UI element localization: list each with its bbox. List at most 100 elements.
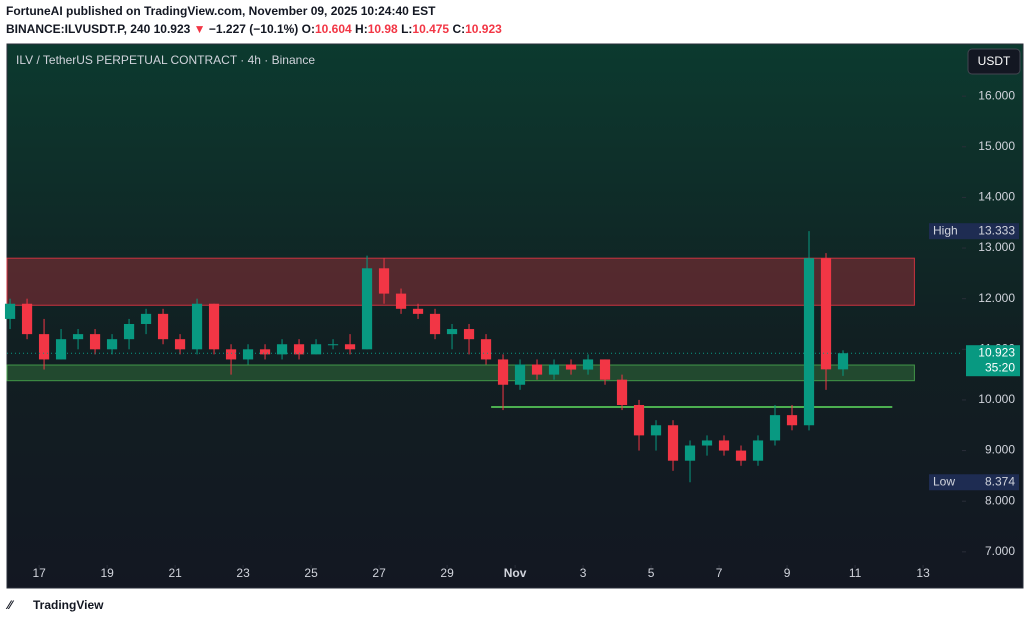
candle-body (429, 313, 441, 335)
candle-body (378, 268, 390, 294)
o-label: O: (302, 22, 315, 36)
candle-body (786, 415, 798, 426)
y-tick-label: 8.000 (985, 493, 1015, 507)
y-tick-label: 9.000 (985, 443, 1015, 457)
last-price-box (966, 345, 1020, 377)
x-tick-label: 9 (784, 566, 791, 580)
countdown: 35:20 (985, 360, 1015, 374)
currency: USDT (978, 54, 1011, 68)
candle-body (548, 364, 560, 375)
x-tick-label: 25 (304, 566, 318, 580)
x-tick-label: 19 (100, 566, 114, 580)
c-value: 10.923 (465, 22, 502, 36)
candle-body (21, 303, 33, 335)
symbol: BINANCE:ILVUSDT.P, 240 (6, 22, 151, 36)
y-tick-label: 13.000 (978, 240, 1015, 254)
candle-body (242, 349, 254, 360)
candle-body (446, 329, 458, 335)
last-price: 10.923 (154, 22, 191, 36)
candle-body (140, 313, 152, 324)
candle-body (667, 425, 679, 461)
y-tick-label: 10.000 (978, 392, 1015, 406)
currency-button[interactable] (967, 48, 1021, 75)
candle-body (55, 339, 67, 360)
candle-body (837, 353, 849, 370)
y-tick-label: 12.000 (978, 291, 1015, 305)
candle-body (191, 303, 203, 350)
y-tick-label: 16.000 (978, 88, 1015, 102)
chart-title: ILV / TetherUS PERPETUAL CONTRACT · 4h ·… (16, 53, 315, 67)
x-tick-label: 7 (716, 566, 723, 580)
candle-body (565, 364, 577, 370)
candle-body (174, 339, 186, 350)
candle-body (582, 359, 594, 370)
candle-body (820, 258, 832, 370)
arrow: ▼ (194, 22, 206, 36)
candle-body (497, 359, 509, 385)
x-tick-label: 23 (236, 566, 250, 580)
low-value: 8.374 (985, 474, 1015, 488)
change: −1.227 (−10.1%) (209, 22, 298, 36)
l-value: 10.475 (412, 22, 449, 36)
x-tick-label: 17 (32, 566, 46, 580)
candle-body (752, 440, 764, 461)
zone (6, 364, 915, 382)
candle-body (684, 445, 696, 461)
symbol-line: BINANCE:ILVUSDT.P, 240 10.923 ▼ −1.227 (… (6, 22, 502, 36)
l-label: L: (401, 22, 412, 36)
candle-body (310, 344, 322, 355)
candle-body (225, 349, 237, 360)
h-value: 10.98 (368, 22, 398, 36)
x-tick-label: 27 (372, 566, 386, 580)
candle-body (718, 440, 730, 451)
candle-body (531, 364, 543, 375)
author-line: FortuneAI published on TradingView.com, … (6, 4, 436, 18)
low-box (929, 474, 1019, 491)
candle-body (412, 308, 424, 314)
candle-body (735, 450, 747, 461)
candle-body (89, 334, 101, 350)
candle-body (480, 339, 492, 360)
candle-body (4, 303, 16, 319)
x-tick-label: 3 (580, 566, 587, 580)
candle-body (276, 344, 288, 355)
last-price-label: 10.923 (978, 345, 1015, 359)
y-tick-label: 14.000 (978, 190, 1015, 204)
high-box (929, 223, 1019, 240)
candle-body (803, 258, 815, 426)
candle-body (344, 344, 356, 350)
low-label: Low (933, 474, 955, 488)
candle-body (361, 268, 373, 350)
x-tick-label: 21 (168, 566, 182, 580)
x-tick-label: Nov (504, 566, 527, 580)
candle-body (72, 334, 84, 340)
x-tick-label: 5 (648, 566, 655, 580)
candle-body (208, 303, 220, 350)
candle-body (650, 425, 662, 436)
candle-body (157, 313, 169, 340)
chart-bg (6, 43, 1024, 589)
logo: TradingView (33, 598, 104, 612)
candle-body (38, 334, 50, 360)
candle-body (106, 339, 118, 350)
candle-body (701, 440, 713, 446)
c-label: C: (452, 22, 465, 36)
candle-body (463, 329, 475, 340)
candle-body (395, 293, 407, 309)
candle-body (616, 379, 628, 406)
h-label: H: (355, 22, 368, 36)
x-tick-label: 11 (849, 566, 862, 580)
candle-body (599, 359, 611, 380)
high-value: 13.333 (978, 223, 1015, 237)
candle-body (514, 364, 526, 385)
x-tick-label: 29 (440, 566, 454, 580)
o-value: 10.604 (315, 22, 352, 36)
zone (6, 257, 915, 306)
candle-body (293, 344, 305, 355)
candle-body (327, 344, 339, 346)
candle-body (633, 405, 645, 436)
high-label: High (933, 223, 958, 237)
logo-mark: ⁄⁄ (5, 598, 15, 612)
x-tick-label: 13 (916, 566, 930, 580)
